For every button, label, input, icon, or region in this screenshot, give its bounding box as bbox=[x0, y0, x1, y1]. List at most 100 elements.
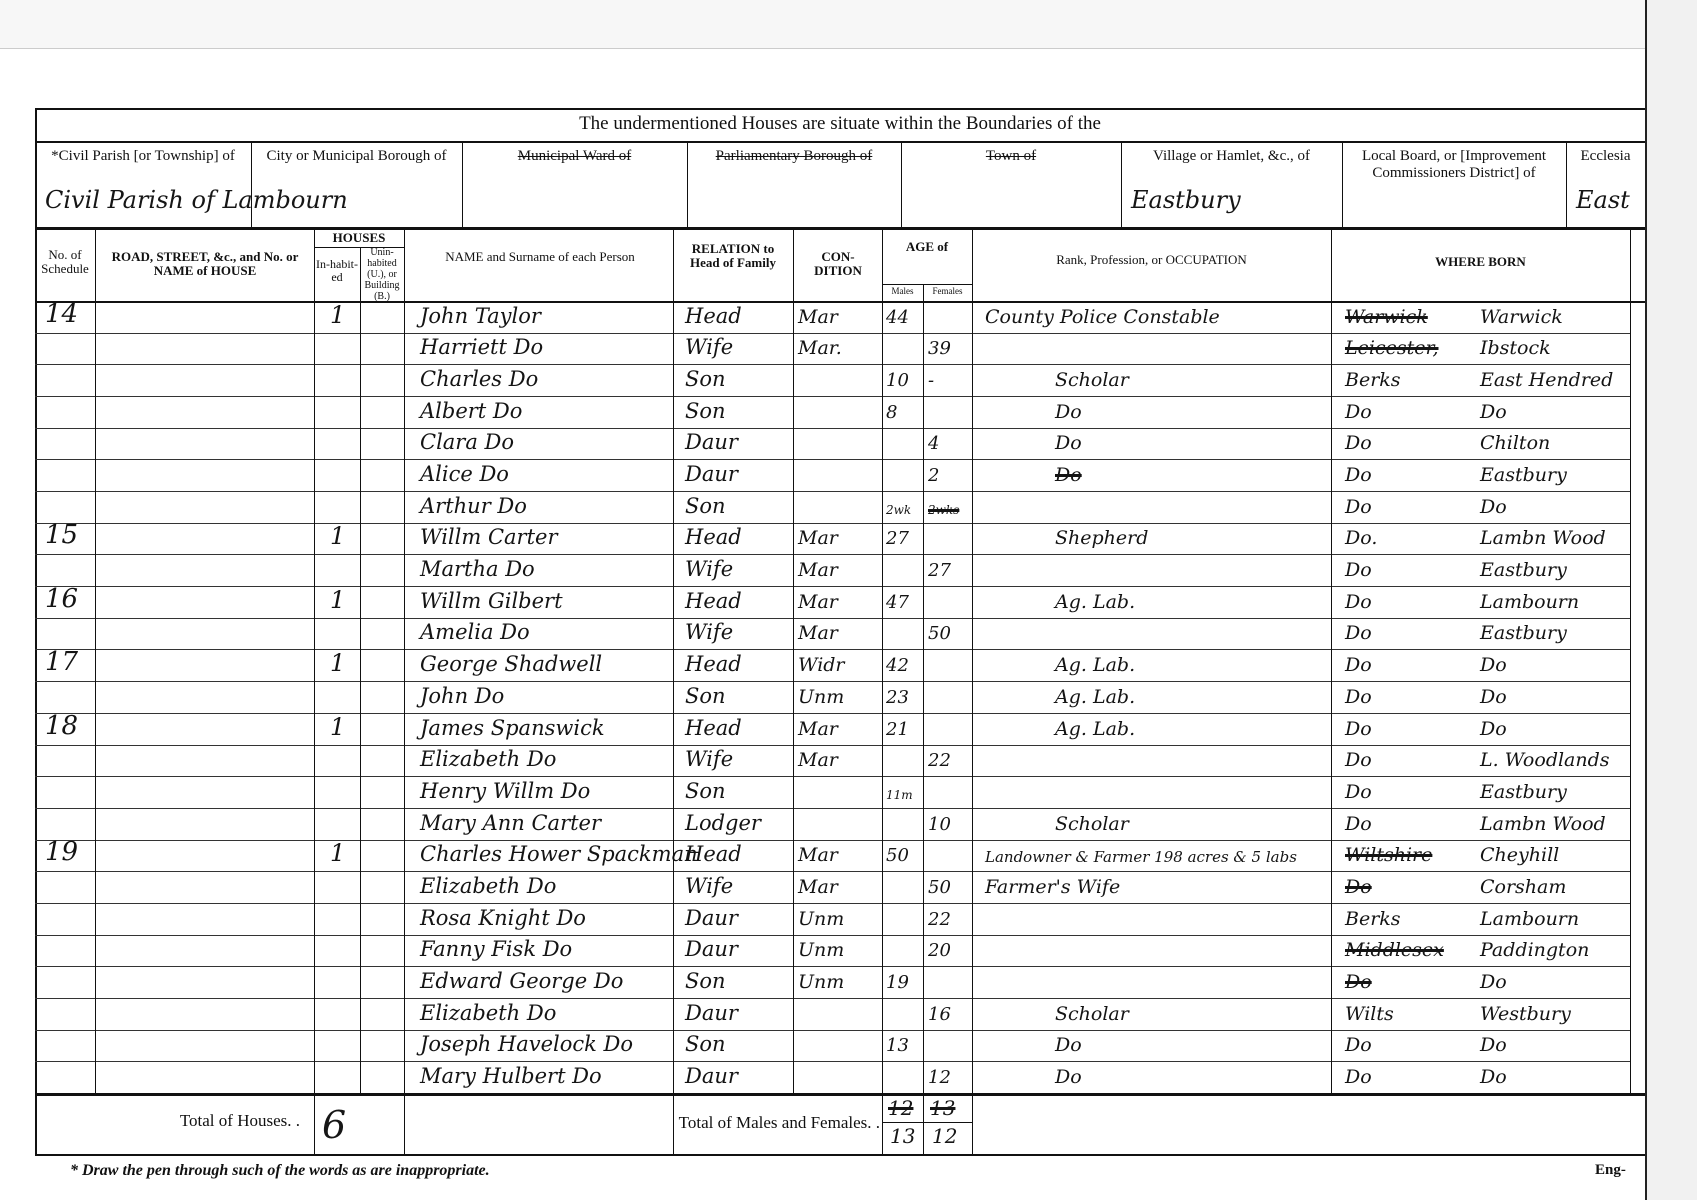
cell-occupation: Landowner & Farmer 198 acres & 5 labs bbox=[985, 848, 1297, 867]
cell-born-place: Corsham bbox=[1480, 875, 1567, 898]
cell-born-county: Do bbox=[1345, 590, 1372, 613]
row-rule bbox=[35, 902, 1630, 904]
cell-condition: Unm bbox=[798, 907, 845, 930]
cell-occupation: Do bbox=[1055, 464, 1082, 487]
cell-name: Albert Do bbox=[420, 398, 523, 423]
cell-born-place: Lambourn bbox=[1480, 907, 1580, 930]
cell-relation: Daur bbox=[685, 1064, 738, 1088]
row-rule bbox=[35, 522, 1630, 524]
cell-inhabited: 1 bbox=[330, 839, 346, 868]
cell-relation: Daur bbox=[685, 937, 738, 962]
cell-born-county: Do bbox=[1345, 464, 1372, 487]
cell-born-place: Do bbox=[1480, 717, 1507, 740]
cell-relation: Daur bbox=[685, 430, 738, 455]
divider bbox=[901, 141, 902, 227]
cell-schedule: 16 bbox=[45, 583, 79, 614]
cell-male: 21 bbox=[886, 718, 909, 740]
col-inhabited: In-habit-ed bbox=[316, 257, 358, 285]
cell-born-county: Do bbox=[1345, 685, 1372, 708]
cell-occupation: Ag. Lab. bbox=[1055, 685, 1136, 708]
cell-condition: Mar bbox=[798, 622, 838, 645]
row-rule bbox=[35, 554, 1630, 556]
cell-occupation: Scholar bbox=[1055, 812, 1129, 835]
cell-born-county: Berks bbox=[1345, 369, 1401, 392]
corner-mark: Eng- bbox=[1595, 1162, 1626, 1178]
cell-condition: Mar bbox=[798, 844, 838, 867]
cell-relation: Wife bbox=[685, 620, 734, 645]
total-males: 13 bbox=[890, 1124, 916, 1148]
cell-female: 16 bbox=[928, 1003, 951, 1025]
cell-name: Fanny Fisk Do bbox=[420, 937, 573, 962]
cell-condition: Mar bbox=[798, 875, 838, 898]
cell-born-county: Do bbox=[1345, 559, 1372, 582]
row-rule bbox=[35, 364, 1630, 366]
cell-relation: Wife bbox=[685, 335, 734, 360]
location-label: Village or Hamlet, &c., of bbox=[1153, 148, 1310, 164]
cell-born-place: Lambn Wood bbox=[1480, 527, 1606, 550]
row-rule bbox=[35, 586, 1630, 588]
census-form bbox=[35, 108, 1645, 1156]
cell-relation: Wife bbox=[685, 557, 734, 582]
cell-inhabited: 1 bbox=[330, 649, 346, 678]
cell-name: Charles Do bbox=[420, 367, 539, 392]
row-rule bbox=[35, 712, 1630, 714]
cell-condition: Mar bbox=[798, 590, 838, 613]
cell-name: Arthur Do bbox=[420, 493, 527, 518]
cell-name: James Spanswick bbox=[420, 715, 605, 740]
col-occupation: Rank, Profession, or OCCUPATION bbox=[1056, 252, 1247, 267]
cell-born-place: Do bbox=[1480, 654, 1507, 677]
divider bbox=[35, 1093, 1645, 1096]
cell-schedule: 14 bbox=[45, 298, 79, 329]
cell-born-place: Do bbox=[1480, 970, 1507, 993]
cell-name: Henry Willm Do bbox=[420, 778, 591, 803]
total-females-struck: 13 bbox=[930, 1096, 956, 1120]
cell-born-place: Paddington bbox=[1480, 939, 1590, 962]
cell-born-county: Do bbox=[1345, 717, 1372, 740]
column-rule bbox=[360, 247, 361, 1093]
cell-born-county: Do bbox=[1345, 1066, 1372, 1088]
divider bbox=[1121, 141, 1122, 227]
row-rule bbox=[35, 1061, 1630, 1063]
cell-relation: Son bbox=[685, 367, 726, 392]
cell-male: 13 bbox=[886, 1035, 909, 1057]
row-rule bbox=[35, 966, 1630, 968]
col-name: NAME and Surname of each Person bbox=[445, 249, 635, 264]
cell-relation: Head bbox=[685, 525, 742, 550]
cell-born-place: Chilton bbox=[1480, 432, 1551, 455]
cell-female: 2wks bbox=[928, 502, 960, 517]
cell-born-county: Do bbox=[1345, 1034, 1372, 1057]
location-value: East bbox=[1576, 186, 1630, 214]
cell-name: Rosa Knight Do bbox=[420, 905, 586, 930]
cell-relation: Daur bbox=[685, 905, 738, 930]
total-persons-label: Total of Males and Females. . bbox=[678, 1113, 880, 1132]
cell-relation: Head bbox=[685, 715, 742, 740]
cell-female: 27 bbox=[928, 560, 951, 582]
row-rule bbox=[35, 617, 1630, 619]
cell-born-place: Eastbury bbox=[1480, 622, 1567, 645]
cell-born-place: Cheyhill bbox=[1480, 844, 1560, 867]
cell-inhabited: 1 bbox=[330, 300, 346, 329]
col-road: ROAD, STREET, &c., and No. or NAME of HO… bbox=[111, 249, 299, 279]
cell-born-county: Do bbox=[1345, 749, 1372, 772]
cell-relation: Head bbox=[685, 842, 742, 867]
cell-name: Willm Gilbert bbox=[420, 588, 563, 613]
cell-born-place: Do bbox=[1480, 1066, 1507, 1088]
scan-right-margin bbox=[1645, 0, 1697, 1200]
total-males-struck: 12 bbox=[888, 1096, 914, 1120]
cell-occupation: County Police Constable bbox=[985, 305, 1220, 328]
row-rule bbox=[35, 681, 1630, 683]
cell-schedule: 18 bbox=[45, 710, 79, 741]
cell-name: Charles Hower Spackman bbox=[420, 842, 698, 867]
row-rule bbox=[35, 1029, 1630, 1031]
cell-male: 50 bbox=[886, 845, 909, 867]
cell-occupation: Ag. Lab. bbox=[1055, 717, 1136, 740]
cell-relation: Head bbox=[685, 303, 742, 328]
column-rule bbox=[404, 227, 405, 1156]
cell-born-place: L. Woodlands bbox=[1480, 749, 1610, 772]
cell-born-place: Eastbury bbox=[1480, 464, 1567, 487]
cell-born-county: Do bbox=[1345, 780, 1372, 803]
cell-female: 50 bbox=[928, 623, 951, 645]
cell-born-county: Do bbox=[1345, 432, 1372, 455]
row-rule bbox=[35, 839, 1630, 841]
location-label: *Civil Parish [or Township] of bbox=[51, 148, 235, 164]
